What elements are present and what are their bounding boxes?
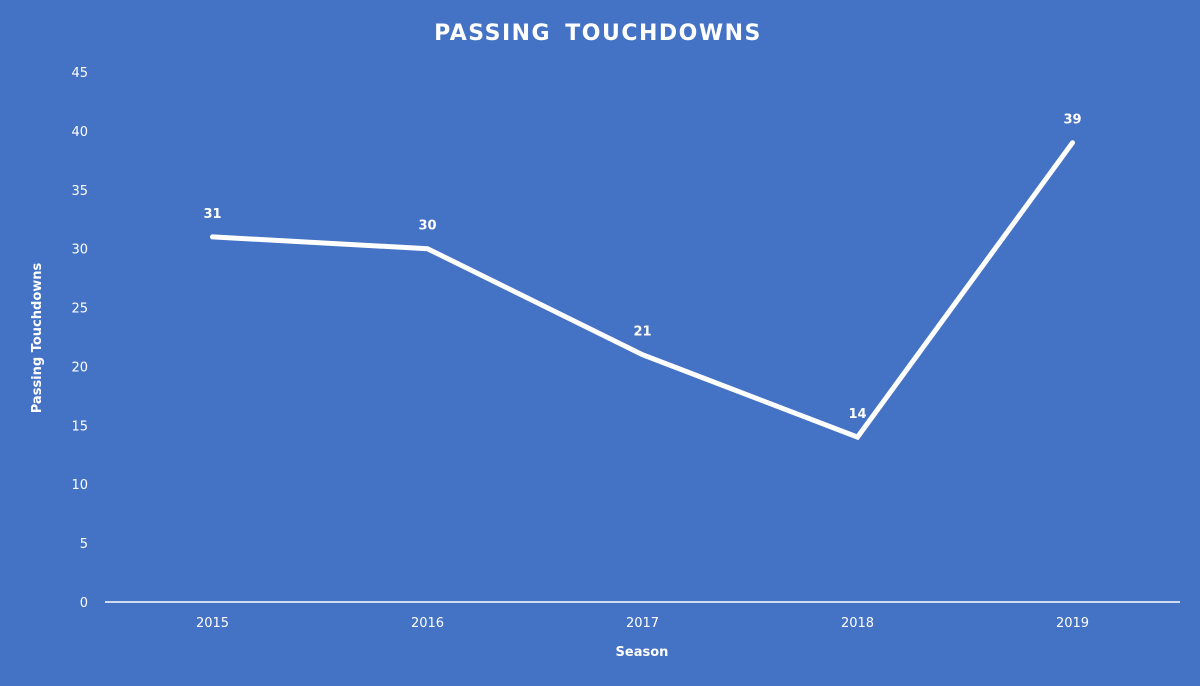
- y-tick-label-5: 25: [71, 302, 88, 317]
- y-tick-label-0: 0: [80, 596, 88, 611]
- y-axis-title: Passing Touchdowns: [30, 262, 45, 413]
- data-label-4: 39: [1063, 113, 1081, 128]
- y-tick-label-7: 35: [71, 184, 88, 199]
- x-axis-title: Season: [616, 645, 669, 660]
- y-tick-label-8: 40: [71, 125, 88, 140]
- y-tick-label-1: 5: [80, 537, 88, 552]
- data-label-2: 21: [633, 325, 651, 340]
- data-label-0: 31: [203, 207, 221, 222]
- x-tick-label-0: 2015: [196, 616, 229, 631]
- y-tick-label-4: 20: [71, 360, 88, 375]
- x-tick-label-4: 2019: [1056, 616, 1089, 631]
- data-labels: 31 30 21 14 39: [203, 113, 1081, 422]
- x-tick-label-3: 2018: [841, 616, 874, 631]
- chart-title: PASSING TOUCHDOWNS: [434, 21, 762, 46]
- y-axis-ticks: 0 5 10 15 20 25 30 35 40 45: [71, 66, 88, 611]
- series-line: [210, 140, 1075, 441]
- drop-lines: [212, 142, 1073, 602]
- x-tick-label-1: 2016: [411, 616, 444, 631]
- y-tick-label-2: 10: [71, 478, 88, 493]
- y-tick-label-3: 15: [71, 419, 88, 434]
- x-axis-ticks: 2015 2016 2017 2018 2019: [196, 616, 1089, 631]
- y-tick-label-9: 45: [71, 66, 88, 81]
- y-tick-label-6: 30: [71, 243, 88, 258]
- data-label-1: 30: [418, 219, 436, 234]
- data-label-3: 14: [848, 407, 866, 422]
- x-tick-label-2: 2017: [626, 616, 659, 631]
